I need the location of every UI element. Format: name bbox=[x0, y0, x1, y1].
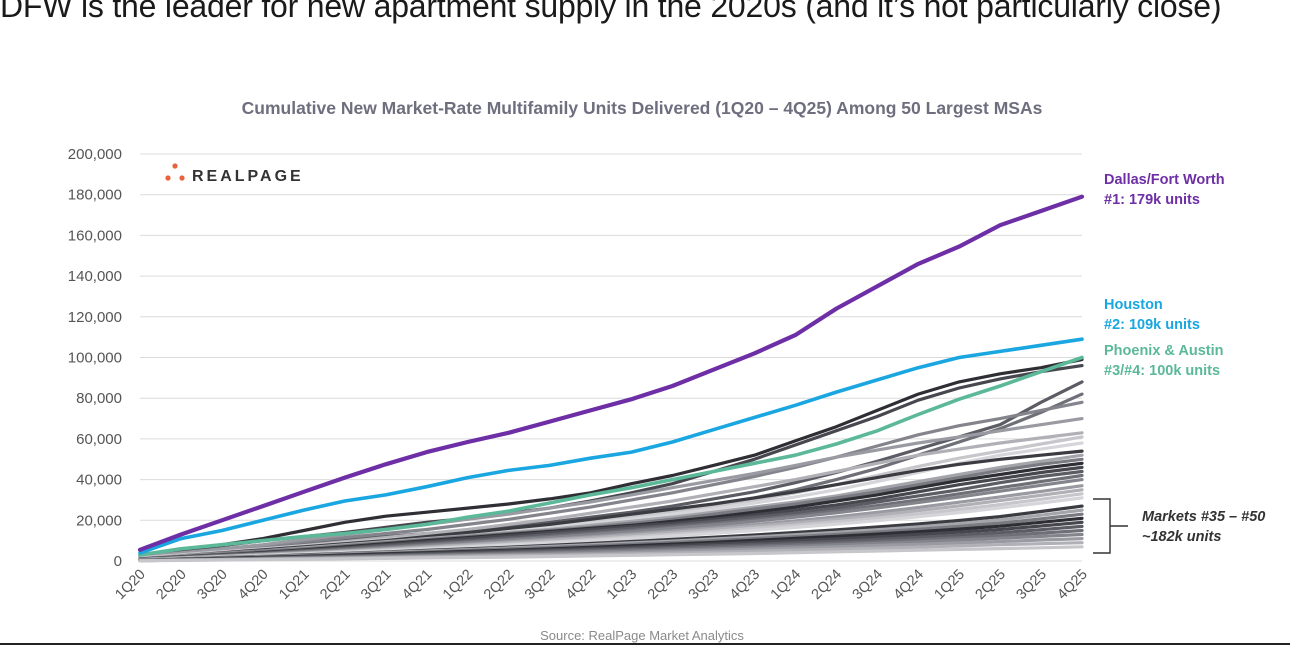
x-tick-label: 3Q20 bbox=[194, 567, 230, 603]
annotation-markets: Markets #35 – #50 ~182k units bbox=[1093, 498, 1265, 554]
y-tick-label: 140,000 bbox=[68, 268, 122, 285]
x-tick-label: 1Q24 bbox=[768, 567, 804, 603]
x-axis-ticks: 1Q20 2Q20 3Q20 4Q20 1Q21 2Q21 3Q21 4Q21 1Q22 2Q22… bbox=[112, 567, 1090, 603]
x-tick-label: 4Q25 bbox=[1054, 567, 1090, 603]
chart-title: Cumulative New Market-Rate Multifamily U… bbox=[242, 98, 1043, 118]
x-tick-label: 4Q21 bbox=[399, 567, 435, 603]
y-tick-label: 100,000 bbox=[68, 350, 122, 367]
background-series-line bbox=[138, 545, 1084, 563]
annotation-houston: Houston #2: 109k units bbox=[1104, 297, 1200, 333]
background-series-line bbox=[138, 400, 1084, 560]
annotation-houston-name: Houston bbox=[1104, 297, 1163, 313]
y-tick-label: 160,000 bbox=[68, 227, 122, 244]
background-series-line bbox=[138, 417, 1084, 559]
background-series-lines bbox=[138, 357, 1084, 563]
x-tick-label: 1Q22 bbox=[440, 567, 476, 603]
x-tick-label: 1Q25 bbox=[932, 567, 968, 603]
x-tick-label: 4Q23 bbox=[727, 567, 763, 603]
annotation-markets-total: ~182k units bbox=[1142, 529, 1221, 545]
x-tick-label: 2Q20 bbox=[153, 567, 189, 603]
x-tick-label: 1Q23 bbox=[604, 567, 640, 603]
y-tick-label: 20,000 bbox=[76, 512, 122, 529]
logo-dot bbox=[179, 175, 185, 181]
page-headline: DFW is the leader for new apartment supp… bbox=[0, 0, 1222, 24]
annotation-markets-range: Markets #35 – #50 bbox=[1142, 509, 1265, 525]
bottom-rule bbox=[0, 643, 1290, 645]
x-tick-label: 3Q22 bbox=[522, 567, 558, 603]
y-tick-label: 120,000 bbox=[68, 309, 122, 326]
markets-bracket bbox=[1093, 498, 1128, 554]
series-line-dfw bbox=[137, 194, 1085, 552]
y-tick-label: 80,000 bbox=[76, 390, 122, 407]
x-tick-label: 4Q20 bbox=[235, 567, 271, 603]
x-tick-label: 3Q21 bbox=[358, 567, 394, 603]
source-note: Source: RealPage Market Analytics bbox=[540, 628, 744, 643]
x-tick-label: 2Q22 bbox=[481, 567, 517, 603]
logo-dot bbox=[165, 175, 171, 181]
x-tick-label: 2Q24 bbox=[809, 567, 845, 603]
annotation-phoenix-austin-rank: #3/#4: 100k units bbox=[1104, 363, 1220, 379]
x-tick-label: 3Q25 bbox=[1013, 567, 1049, 603]
annotation-dfw-name: Dallas/Fort Worth bbox=[1104, 172, 1225, 188]
y-tick-label: 200,000 bbox=[68, 146, 122, 163]
annotation-phoenix-austin: Phoenix & Austin #3/#4: 100k units bbox=[1104, 343, 1224, 379]
y-axis-ticks: 0 20,000 40,000 60,000 80,000 100,000 120,000 1… bbox=[68, 146, 122, 570]
x-tick-label: 4Q24 bbox=[891, 567, 927, 603]
series-line-houston bbox=[138, 337, 1084, 555]
y-tick-label: 0 bbox=[114, 553, 122, 570]
annotation-dfw: Dallas/Fort Worth #1: 179k units bbox=[1104, 172, 1225, 208]
y-tick-label: 60,000 bbox=[76, 431, 122, 448]
x-tick-label: 3Q24 bbox=[850, 567, 886, 603]
y-tick-label: 40,000 bbox=[76, 472, 122, 489]
annotation-houston-rank: #2: 109k units bbox=[1104, 317, 1200, 333]
x-tick-label: 2Q23 bbox=[645, 567, 681, 603]
highlight-series-lines bbox=[137, 194, 1085, 557]
background-series-line bbox=[138, 357, 1084, 558]
x-tick-label: 2Q25 bbox=[973, 567, 1009, 603]
x-tick-label: 2Q21 bbox=[317, 567, 353, 603]
series-line-phoenix-austin bbox=[138, 355, 1084, 557]
realpage-logo: REALPAGE bbox=[165, 163, 304, 185]
x-tick-label: 4Q22 bbox=[563, 567, 599, 603]
annotation-dfw-rank: #1: 179k units bbox=[1104, 192, 1200, 208]
y-tick-label: 180,000 bbox=[68, 187, 122, 204]
logo-text: REALPAGE bbox=[192, 168, 304, 185]
annotation-phoenix-austin-name: Phoenix & Austin bbox=[1104, 343, 1224, 359]
x-tick-label: 1Q20 bbox=[112, 567, 148, 603]
x-tick-label: 3Q23 bbox=[686, 567, 722, 603]
logo-dot bbox=[172, 163, 178, 169]
x-tick-label: 1Q21 bbox=[276, 567, 312, 603]
